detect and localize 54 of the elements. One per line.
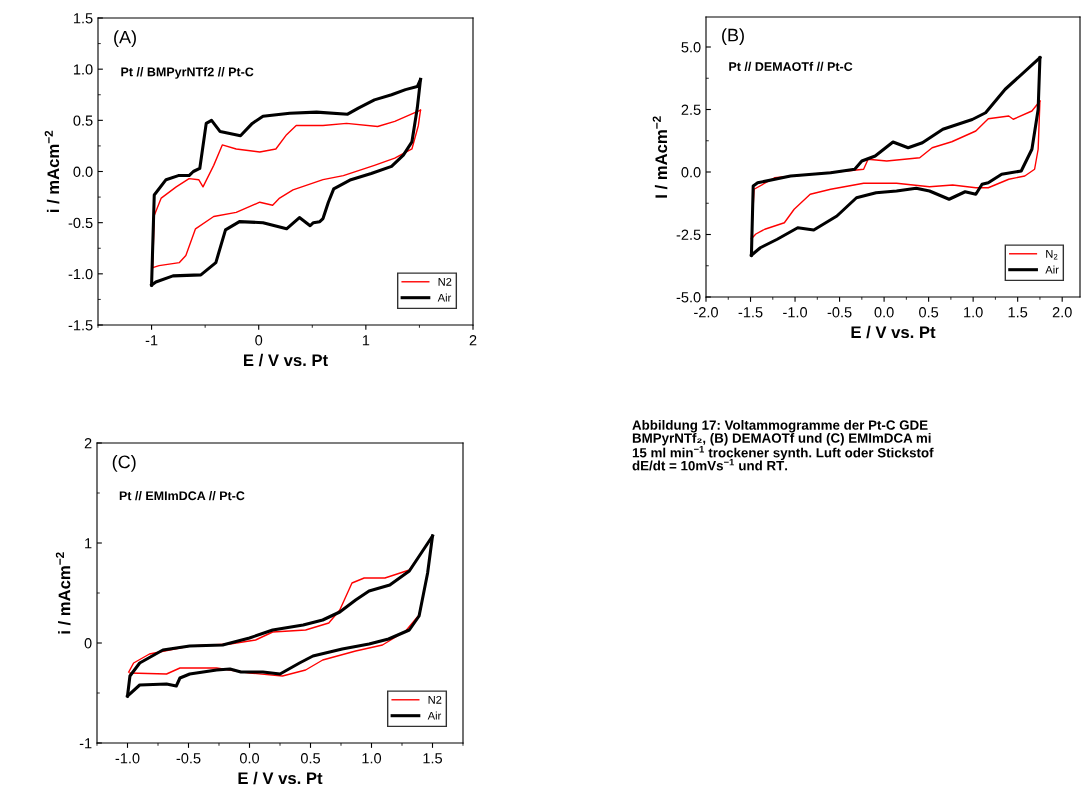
y-tick-label: 2 [84, 438, 92, 449]
x-axis-title: E / V vs. Pt [238, 771, 323, 785]
annotation: (C) [112, 455, 136, 472]
y-tick-label: 0.0 [73, 166, 93, 177]
legend-label: Air [427, 711, 442, 720]
y-tick-label: -1.0 [68, 268, 93, 280]
x-tick-label: -1.0 [783, 307, 808, 318]
y-axis-title: i / mAcm$^{−2}$ [44, 130, 60, 213]
x-tick-label: 0.0 [239, 753, 260, 764]
legend-label: N2 [438, 277, 452, 286]
annotation: Pt // DEMAOTf // Pt-C [729, 61, 853, 72]
annotation: (A) [114, 30, 136, 48]
legend-label: Air [1045, 265, 1059, 274]
y-tick-label: 5.0 [681, 42, 701, 53]
annotation: Pt // EMImDCA // Pt-C [119, 491, 245, 501]
annotation: Pt // BMPyrNTf2 // Pt-C [121, 67, 254, 79]
legend-label: Air [437, 293, 452, 302]
y-tick-label: -1 [79, 738, 92, 749]
x-tick-label: 1 [362, 335, 370, 346]
x-tick-label: 2 [469, 335, 477, 346]
x-tick-label: -1.5 [738, 307, 763, 318]
x-tick-label: 1.0 [964, 307, 983, 318]
x-tick-label: -0.5 [176, 753, 201, 764]
x-tick-label: 1.0 [362, 753, 382, 764]
legend-label: N2 [428, 695, 442, 704]
text: Abbildung 17: Voltammogramme der Pt-C GDE BMPyrNTf₂, (B) DEMAOTf und (C) EMImDCA mi 15 ml min$^{−1}$ trockener synth. Luft oder Stickstof dE/dt = 10mVs$^{−1}$ und RT. [632, 420, 934, 471]
y-axis-title: i / mAcm$^{−2}$ [55, 552, 71, 634]
x-tick-label: 0 [255, 335, 263, 346]
y-tick-label: -0.5 [68, 217, 93, 229]
y-tick-label: 1.0 [73, 64, 93, 75]
x-tick-label: -1.0 [115, 753, 140, 764]
legend-label: N$_{2}$ [1046, 250, 1058, 260]
y-tick-label: 2.5 [681, 104, 701, 115]
y-tick-label: 0.0 [681, 167, 701, 178]
x-tick-label: 2.0 [1052, 307, 1072, 318]
y-tick-label: -5.0 [676, 292, 701, 303]
x-tick-label: 0.5 [300, 753, 321, 764]
x-axis-title: E / V vs. Pt [851, 325, 936, 339]
x-tick-label: 0.5 [919, 307, 939, 318]
x-tick-label: 1.5 [423, 753, 443, 764]
x-axis-title: E / V vs. Pt [244, 353, 328, 367]
x-tick-label: -2.0 [694, 307, 718, 318]
y-tick-label: 0 [84, 638, 92, 649]
y-tick-label: 0.5 [73, 115, 93, 126]
y-tick-label: 1 [85, 538, 92, 549]
y-tick-label: -2.5 [676, 229, 701, 240]
y-tick-label: -1.5 [68, 320, 93, 331]
x-tick-label: 1.5 [1008, 307, 1028, 318]
x-tick-label: -1 [145, 335, 158, 346]
y-tick-label: 1.5 [73, 13, 93, 24]
y-axis-title: I / mAcm$^{−2}$ [652, 116, 668, 198]
annotation: (B) [722, 28, 744, 46]
x-tick-label: -0.5 [827, 307, 852, 318]
x-tick-label: 0.0 [874, 307, 894, 318]
